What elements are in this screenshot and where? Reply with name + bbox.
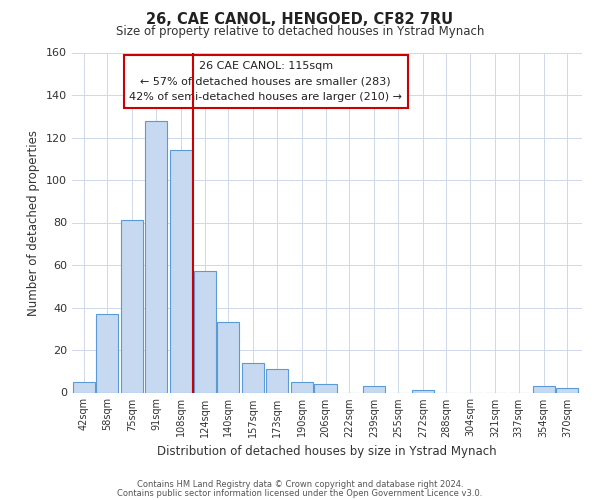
Bar <box>170 150 192 392</box>
X-axis label: Distribution of detached houses by size in Ystrad Mynach: Distribution of detached houses by size … <box>157 445 497 458</box>
Text: 26, CAE CANOL, HENGOED, CF82 7RU: 26, CAE CANOL, HENGOED, CF82 7RU <box>146 12 454 28</box>
Bar <box>412 390 434 392</box>
Text: 26 CAE CANOL: 115sqm
← 57% of detached houses are smaller (283)
42% of semi-deta: 26 CAE CANOL: 115sqm ← 57% of detached h… <box>130 61 403 102</box>
Bar <box>363 386 385 392</box>
Bar <box>145 120 167 392</box>
Bar <box>533 386 555 392</box>
Text: Contains HM Land Registry data © Crown copyright and database right 2024.: Contains HM Land Registry data © Crown c… <box>137 480 463 489</box>
Bar <box>73 382 95 392</box>
Bar <box>194 272 216 392</box>
Bar <box>121 220 143 392</box>
Bar <box>556 388 578 392</box>
Bar <box>217 322 239 392</box>
Bar <box>314 384 337 392</box>
Bar <box>97 314 118 392</box>
Bar <box>291 382 313 392</box>
Y-axis label: Number of detached properties: Number of detached properties <box>28 130 40 316</box>
Bar <box>266 369 288 392</box>
Bar <box>242 363 265 392</box>
Text: Contains public sector information licensed under the Open Government Licence v3: Contains public sector information licen… <box>118 489 482 498</box>
Text: Size of property relative to detached houses in Ystrad Mynach: Size of property relative to detached ho… <box>116 25 484 38</box>
